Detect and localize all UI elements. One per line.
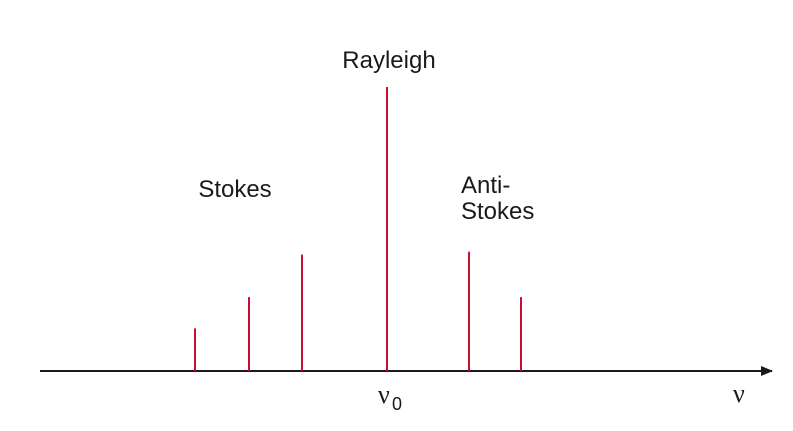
anti-stokes-label-line2: Stokes bbox=[461, 198, 534, 225]
rayleigh-label: Rayleigh bbox=[342, 47, 435, 74]
nu-axis-label: ν bbox=[733, 379, 745, 408]
spectral-lines bbox=[194, 87, 522, 371]
stokes-label: Stokes bbox=[198, 176, 271, 203]
anti-stokes-label-line1: Anti- bbox=[461, 172, 510, 199]
nu-zero-symbol: ν bbox=[378, 380, 390, 409]
nu-zero-label: ν 0 bbox=[378, 380, 402, 414]
nu-zero-subscript: 0 bbox=[392, 394, 402, 414]
